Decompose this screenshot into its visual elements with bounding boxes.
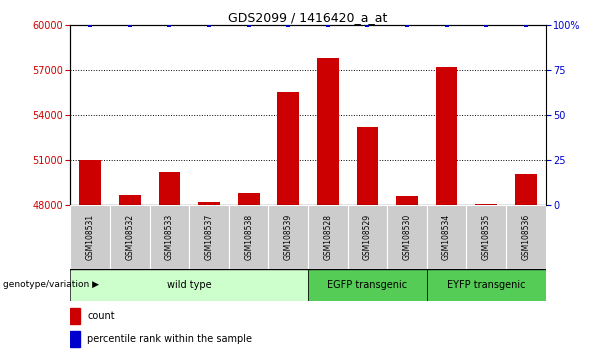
Text: EYFP transgenic: EYFP transgenic — [447, 280, 525, 290]
Bar — [229, 205, 268, 269]
Point — [125, 22, 135, 28]
Bar — [308, 269, 427, 301]
Point — [481, 22, 491, 28]
Bar — [268, 205, 308, 269]
Point — [164, 22, 174, 28]
Point — [85, 22, 95, 28]
Bar — [189, 205, 229, 269]
Text: GSM108535: GSM108535 — [482, 214, 490, 260]
Bar — [308, 205, 348, 269]
Point — [442, 22, 452, 28]
Bar — [70, 308, 80, 324]
Bar — [396, 196, 418, 205]
Text: EGFP transgenic: EGFP transgenic — [327, 280, 408, 290]
Bar — [198, 202, 220, 205]
Bar — [475, 204, 497, 205]
Bar — [80, 160, 101, 205]
Text: wild type: wild type — [167, 280, 211, 290]
Point — [283, 22, 293, 28]
Text: GSM108538: GSM108538 — [244, 214, 253, 260]
Text: GSM108536: GSM108536 — [521, 214, 530, 260]
Bar — [70, 205, 110, 269]
Text: GSM108532: GSM108532 — [126, 214, 134, 260]
Text: percentile rank within the sample: percentile rank within the sample — [87, 334, 252, 344]
Title: GDS2099 / 1416420_a_at: GDS2099 / 1416420_a_at — [229, 11, 387, 24]
Text: GSM108534: GSM108534 — [442, 214, 451, 260]
Text: GSM108529: GSM108529 — [363, 214, 372, 260]
Bar — [466, 205, 506, 269]
Bar — [427, 205, 466, 269]
Point — [521, 22, 531, 28]
Bar — [70, 269, 308, 301]
Bar — [436, 67, 457, 205]
Bar — [357, 127, 378, 205]
Bar — [387, 205, 427, 269]
Text: GSM108533: GSM108533 — [165, 214, 174, 260]
Bar — [70, 331, 80, 347]
Point — [204, 22, 214, 28]
Bar — [317, 58, 339, 205]
Bar — [159, 172, 180, 205]
Text: GSM108539: GSM108539 — [284, 214, 293, 260]
Bar — [515, 174, 536, 205]
Bar — [427, 269, 546, 301]
Bar — [150, 205, 189, 269]
Text: genotype/variation ▶: genotype/variation ▶ — [3, 280, 99, 290]
Bar — [110, 205, 150, 269]
Bar — [506, 205, 546, 269]
Point — [402, 22, 412, 28]
Text: GSM108531: GSM108531 — [86, 214, 95, 260]
Text: GSM108530: GSM108530 — [403, 214, 411, 260]
Bar — [277, 92, 299, 205]
Text: count: count — [87, 311, 115, 321]
Bar — [238, 193, 259, 205]
Point — [362, 22, 372, 28]
Point — [323, 22, 333, 28]
Point — [244, 22, 254, 28]
Bar — [119, 195, 141, 205]
Text: GSM108528: GSM108528 — [323, 214, 332, 260]
Bar — [348, 205, 387, 269]
Text: GSM108537: GSM108537 — [205, 214, 213, 260]
